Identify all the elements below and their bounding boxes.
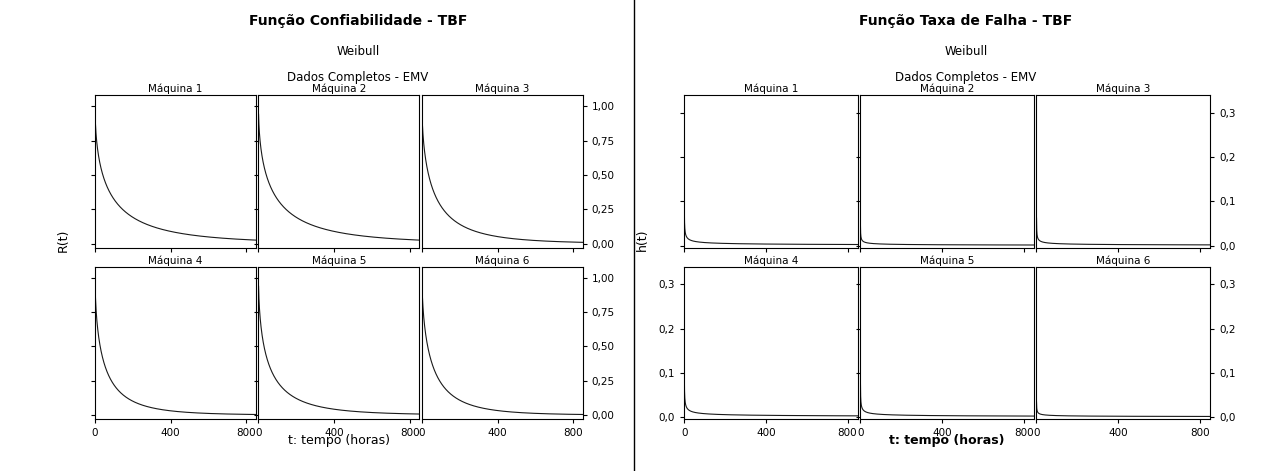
Text: Função Confiabilidade - TBF: Função Confiabilidade - TBF: [248, 14, 468, 28]
Title: Máquina 3: Máquina 3: [475, 84, 530, 94]
Text: h(t): h(t): [636, 229, 649, 252]
Text: Weibull: Weibull: [944, 45, 988, 57]
Title: Máquina 5: Máquina 5: [920, 255, 974, 266]
Text: Dados Completos - EMV: Dados Completos - EMV: [288, 72, 428, 84]
Title: Máquina 6: Máquina 6: [475, 255, 530, 266]
Text: Dados Completos - EMV: Dados Completos - EMV: [896, 72, 1036, 84]
Title: Máquina 4: Máquina 4: [744, 255, 798, 266]
Text: t: tempo (horas): t: tempo (horas): [889, 434, 1005, 447]
Title: Máquina 2: Máquina 2: [312, 84, 366, 94]
Title: Máquina 3: Máquina 3: [1096, 84, 1150, 94]
Title: Máquina 2: Máquina 2: [920, 84, 974, 94]
Title: Máquina 1: Máquina 1: [744, 84, 798, 94]
Text: Weibull: Weibull: [336, 45, 380, 57]
Text: R(t): R(t): [57, 228, 70, 252]
Text: t: tempo (horas): t: tempo (horas): [288, 434, 390, 447]
Text: Função Taxa de Falha - TBF: Função Taxa de Falha - TBF: [859, 14, 1073, 28]
Title: Máquina 1: Máquina 1: [148, 84, 203, 94]
Title: Máquina 4: Máquina 4: [148, 255, 203, 266]
Title: Máquina 6: Máquina 6: [1096, 255, 1150, 266]
Title: Máquina 5: Máquina 5: [312, 255, 366, 266]
